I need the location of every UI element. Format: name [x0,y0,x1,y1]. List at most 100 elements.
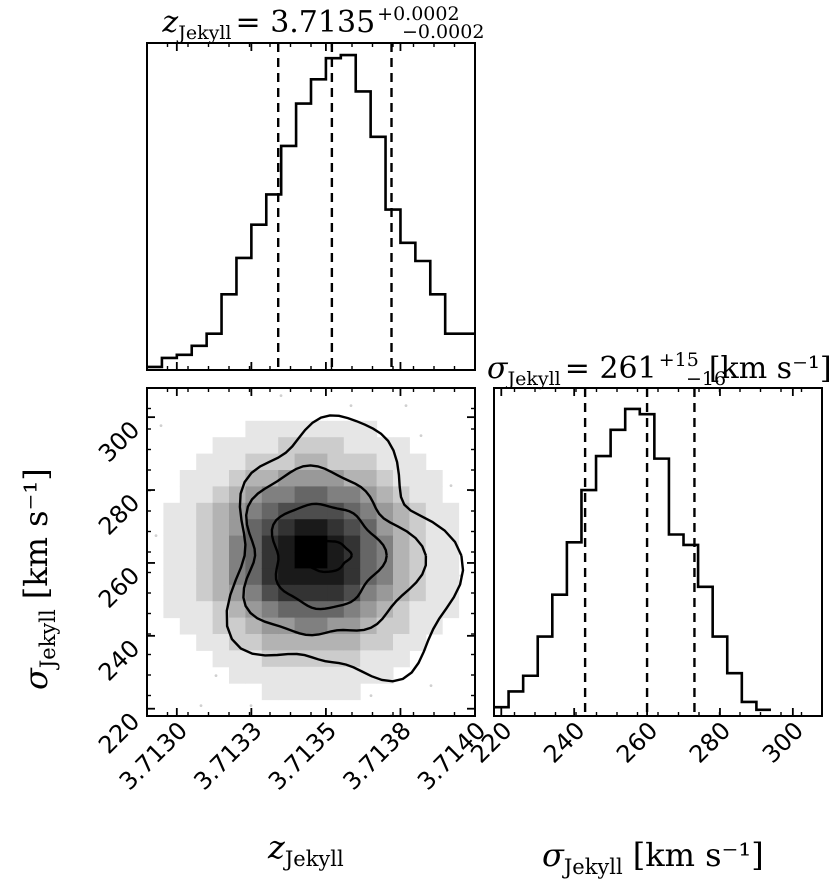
density-cell [196,453,214,471]
density-cell [294,519,312,537]
x-tick-label-sigma: 240 [538,716,590,768]
density-cell [343,486,361,504]
density-cell [294,420,312,438]
density-cell [393,552,410,569]
density-cell [393,437,410,455]
density-cell [327,584,345,602]
density-cell [442,519,460,537]
density-cell [278,552,296,569]
x-tick-label-sigma: 300 [757,716,809,768]
density-cell [327,470,345,487]
density-cell [261,634,279,651]
density-cell [343,420,361,438]
density-cell [261,650,279,668]
density-cell [343,470,361,487]
density-cell [261,683,279,701]
density-cell [261,568,279,586]
density-cell [196,617,214,635]
density-cell [196,535,214,553]
density-cell [245,486,263,504]
density-cell [278,568,296,586]
density-cell [311,634,328,651]
density-cell [425,568,443,586]
density-cell [442,601,460,619]
y-axis-label-sigma: σJekyll[km s⁻¹] [17,468,60,690]
density-cell [229,535,246,553]
density-cell [179,601,197,619]
density-cell [245,617,263,635]
density-cell [196,470,214,487]
panel-sigma-histogram: 220 240 260 280 300 σJekyll = 261 +15 [km s⁻¹] … [465,349,830,769]
panel-sigma-frame [493,387,823,717]
density-cell [245,634,263,651]
density-cell [196,552,214,569]
z-title-minus: −0.0002 [402,21,484,43]
z-title-value: 3.7135 [270,5,375,40]
density-cell [245,437,263,455]
panel-joint-density: 3.71303.71333.71353.71383.71402202402602… [93,387,491,796]
density-cell [425,601,443,619]
density-cell [261,535,279,553]
x-tick-label-sigma: 280 [684,716,736,768]
density-cell [179,486,197,504]
scatter-point [419,434,423,438]
density-cell [327,535,345,553]
density-cell [212,617,230,635]
contour-line [225,414,465,683]
density-cell [442,502,460,520]
density-cell [229,617,246,635]
density-cell [261,666,279,684]
density-cell [376,470,394,487]
density-cell [245,502,263,520]
y-tick-label-sigma: 240 [93,634,145,686]
density-cell [294,666,312,684]
y-tick-label-sigma: 280 [93,488,145,540]
density-cell [393,568,410,586]
density-cell [343,683,361,701]
density-cell [261,437,279,455]
density-cell [393,601,410,619]
density-cell [212,437,230,455]
density-cell [278,634,296,651]
density-cell [425,502,443,520]
density-cell [212,519,230,537]
density-cell [311,502,328,520]
density-cell [261,584,279,602]
contour-line [298,539,353,574]
density-cell [294,486,312,504]
density-cell [311,535,328,553]
density-cell [327,519,345,537]
density-cell [212,535,230,553]
density-cell [343,617,361,635]
density-cell [327,420,345,438]
density-cell [212,584,230,602]
density-cell [442,535,460,553]
density-cell [376,519,394,537]
density-cell [311,617,328,635]
scatter-point [449,484,453,488]
density-cell [261,552,279,569]
density-cell [343,584,361,602]
density-cell [212,486,230,504]
density-cell [163,552,181,569]
density-cell [163,601,181,619]
density-cell [393,584,410,602]
density-cell [343,634,361,651]
density-cell [179,535,197,553]
x-axis-label-z: zJekyll [267,828,344,871]
density-cell [327,502,345,520]
density-cell [327,683,345,701]
scatter-point [349,404,353,408]
density-cell [343,519,361,537]
density-cell [229,666,246,684]
scatter-point [279,394,283,398]
sigma-title-var: σ [487,351,509,386]
density-cell [376,486,394,504]
density-cell [179,502,197,520]
density-cell [409,470,427,487]
z-title-var: z [161,5,178,40]
density-cell [245,666,263,684]
density-cell [393,634,410,651]
density-cell [360,634,378,651]
density-cell [343,552,361,569]
